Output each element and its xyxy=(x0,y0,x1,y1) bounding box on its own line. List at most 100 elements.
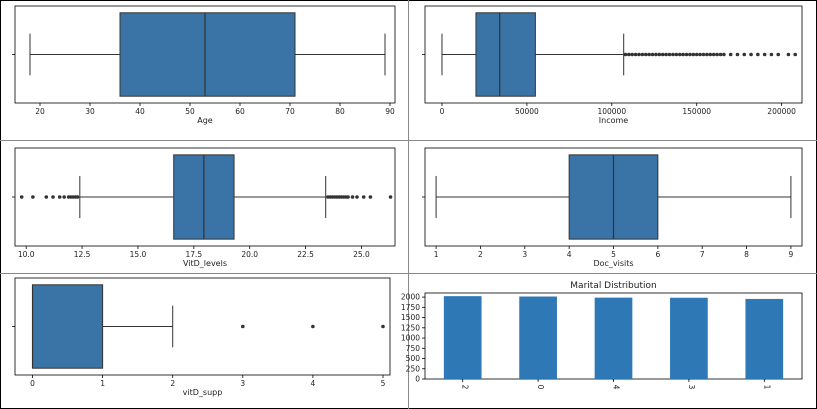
outlier-point xyxy=(667,52,672,57)
outlier-point xyxy=(793,52,798,57)
bar-1 xyxy=(745,298,784,379)
outlier-point xyxy=(657,52,662,57)
x-tick-label: 150000 xyxy=(682,107,711,116)
outlier-point xyxy=(722,52,726,57)
outlier-point xyxy=(44,195,49,199)
chart-title: Marital Distribution xyxy=(570,281,656,291)
x-tick-label: 20.0 xyxy=(241,250,258,259)
y-tick-label: 500 xyxy=(406,354,421,363)
outlier-point xyxy=(51,195,55,199)
x-axis-label: VitD_levels xyxy=(183,259,227,268)
x-tick-label: 2 xyxy=(461,385,470,390)
outlier-point xyxy=(715,52,719,57)
x-tick-label: 9 xyxy=(789,250,794,259)
outlier-point xyxy=(674,52,679,57)
y-tick-label: 0 xyxy=(415,375,420,384)
outlier-point xyxy=(350,195,355,199)
x-tick-label: 3 xyxy=(687,385,696,390)
outlier-point xyxy=(691,52,696,57)
x-tick-label: 3 xyxy=(240,379,245,388)
outlier-point xyxy=(75,195,80,199)
y-tick-label: 750 xyxy=(406,344,421,353)
outlier-point xyxy=(671,52,675,57)
y-tick-label: 1000 xyxy=(401,334,420,343)
bar-2 xyxy=(443,296,482,379)
x-tick-label: 0 xyxy=(536,385,545,390)
outlier-point xyxy=(640,52,645,57)
outlier-point xyxy=(623,52,628,57)
outlier-point xyxy=(346,195,350,199)
outlier-point xyxy=(701,52,706,57)
outlier-point xyxy=(311,324,315,329)
outlier-point xyxy=(776,52,781,57)
x-tick-label: 200000 xyxy=(767,107,796,116)
outlier-point xyxy=(654,52,658,57)
x-tick-label: 5 xyxy=(381,379,386,388)
outlier-point xyxy=(786,52,791,57)
y-tick-label: 250 xyxy=(406,364,421,373)
outlier-point xyxy=(361,195,366,199)
x-tick-label: 50 xyxy=(185,107,195,116)
outlier-point xyxy=(742,52,747,57)
outlier-point xyxy=(647,52,651,57)
y-tick-label: 2000 xyxy=(401,293,420,302)
x-tick-label: 25.0 xyxy=(353,250,370,259)
bar-3 xyxy=(670,297,708,379)
outlier-point xyxy=(749,52,753,57)
outlier-point xyxy=(241,324,245,329)
outlier-point xyxy=(650,52,655,57)
x-tick-label: 1 xyxy=(762,385,771,390)
x-tick-label: 4 xyxy=(311,379,316,388)
y-tick-label: 1750 xyxy=(401,303,420,312)
x-tick-label: 5 xyxy=(611,250,616,259)
panel-4: 1 2 3 4 5 6 7 8 9 Doc_visits xyxy=(422,147,803,268)
panel-2: 0 50000 100000 150000 200000 Income xyxy=(422,5,803,125)
bar-0 xyxy=(519,296,557,379)
outlier-point xyxy=(677,52,682,57)
outlier-point xyxy=(718,52,723,57)
outlier-point xyxy=(688,52,692,57)
y-tick-label: 1250 xyxy=(401,323,420,332)
x-tick-label: 0 xyxy=(440,107,445,116)
y-tick-label: 1500 xyxy=(401,313,420,322)
x-tick-label: 70 xyxy=(285,107,295,116)
x-axis-label: Income xyxy=(599,116,629,125)
x-axis-label: Doc_visits xyxy=(593,259,633,268)
outlier-point xyxy=(769,52,774,57)
outlier-point xyxy=(626,52,631,57)
x-tick-label: 60 xyxy=(235,107,245,116)
outlier-point xyxy=(684,52,689,57)
x-tick-label: 12.5 xyxy=(74,250,91,259)
outlier-point xyxy=(388,195,393,199)
outlier-point xyxy=(664,52,668,57)
panel-5: 0 1 2 3 4 5 vitD_supp xyxy=(12,277,391,397)
iqr-box xyxy=(475,12,536,97)
outlier-point xyxy=(681,52,685,57)
x-tick-label: 90 xyxy=(385,107,395,116)
x-axis-label: Age xyxy=(197,116,213,125)
x-tick-label: 30 xyxy=(85,107,95,116)
outlier-point xyxy=(694,52,699,57)
x-tick-label: 4 xyxy=(567,250,572,259)
bar-4 xyxy=(594,297,633,379)
outlier-point xyxy=(708,52,713,57)
outlier-point xyxy=(711,52,716,57)
panel-3: 10.0 12.5 15.0 17.5 20.0 22.5 25.0 VitD_levels xyxy=(12,147,396,268)
outlier-point xyxy=(660,52,665,57)
outlier-point xyxy=(762,52,767,57)
outlier-point xyxy=(355,195,359,199)
outlier-point xyxy=(19,195,24,199)
x-tick-label: 6 xyxy=(655,250,660,259)
x-tick-label: 8 xyxy=(744,250,749,259)
x-tick-label: 1 xyxy=(100,379,105,388)
x-tick-label: 10.0 xyxy=(18,250,35,259)
outlier-point xyxy=(630,52,634,57)
x-tick-label: 100000 xyxy=(597,107,626,116)
x-tick-label: 2 xyxy=(478,250,483,259)
outlier-point xyxy=(735,52,740,57)
x-tick-label: 40 xyxy=(135,107,145,116)
outlier-point xyxy=(62,195,66,199)
x-tick-label: 4 xyxy=(612,385,621,390)
iqr-box xyxy=(32,284,104,369)
outlier-point xyxy=(728,52,733,57)
